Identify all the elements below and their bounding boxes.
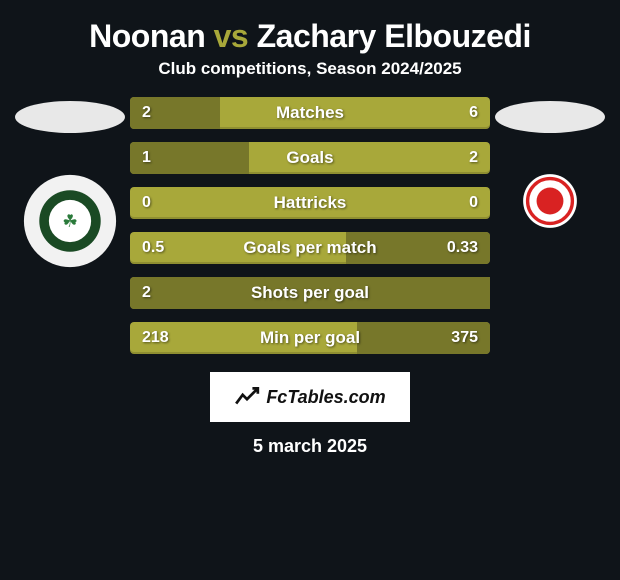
stat-row: 0 Hattricks 0 xyxy=(130,187,490,219)
stat-label: Shots per goal xyxy=(251,283,369,303)
page-title: Noonan vs Zachary Elbouzedi xyxy=(0,10,620,59)
shield-icon: ☘ xyxy=(22,173,118,269)
stat-label: Goals xyxy=(286,148,333,168)
stat-value-right: 0.33 xyxy=(447,239,478,257)
stat-label: Hattricks xyxy=(274,193,347,213)
brand-text: FcTables.com xyxy=(266,387,385,408)
player2-name: Zachary Elbouzedi xyxy=(257,18,531,54)
shield-icon xyxy=(522,173,578,229)
right-side xyxy=(490,97,610,229)
stat-row: 218 Min per goal 375 xyxy=(130,322,490,354)
stat-row: 1 Goals 2 xyxy=(130,142,490,174)
subtitle: Club competitions, Season 2024/2025 xyxy=(0,59,620,79)
player2-club-badge xyxy=(522,173,578,229)
stat-value-left: 2 xyxy=(142,284,151,302)
stat-row: 2 Matches 6 xyxy=(130,97,490,129)
stat-label: Goals per match xyxy=(243,238,376,258)
stat-value-right: 0 xyxy=(469,194,478,212)
stat-value-left: 218 xyxy=(142,329,169,347)
stat-value-right: 375 xyxy=(451,329,478,347)
stats-column: 2 Matches 6 1 Goals 2 0 Hattricks 0 0.5 Goals per … xyxy=(130,97,490,354)
stat-value-left: 2 xyxy=(142,104,151,122)
player1-photo-placeholder xyxy=(15,101,125,133)
player1-name: Noonan xyxy=(89,18,205,54)
player2-photo-placeholder xyxy=(495,101,605,133)
svg-text:☘: ☘ xyxy=(62,211,77,231)
date-text: 5 march 2025 xyxy=(0,436,620,457)
stat-label: Min per goal xyxy=(260,328,360,348)
vs-text: vs xyxy=(214,18,249,54)
left-side: ☘ xyxy=(10,97,130,269)
stat-value-left: 0.5 xyxy=(142,239,164,257)
stat-value-right: 6 xyxy=(469,104,478,122)
player1-club-badge: ☘ xyxy=(22,173,118,269)
stat-value-left: 1 xyxy=(142,149,151,167)
chart-icon xyxy=(234,384,260,410)
stat-row: 2 Shots per goal xyxy=(130,277,490,309)
stat-value-right: 2 xyxy=(469,149,478,167)
stat-label: Matches xyxy=(276,103,344,123)
stat-value-left: 0 xyxy=(142,194,151,212)
brand-badge[interactable]: FcTables.com xyxy=(210,372,410,422)
stat-row: 0.5 Goals per match 0.33 xyxy=(130,232,490,264)
widget-root: Noonan vs Zachary Elbouzedi Club competi… xyxy=(0,0,620,467)
main-row: ☘ 2 Matches 6 1 Goals 2 0 Hattricks 0 0.5 Goals pe… xyxy=(0,97,620,354)
